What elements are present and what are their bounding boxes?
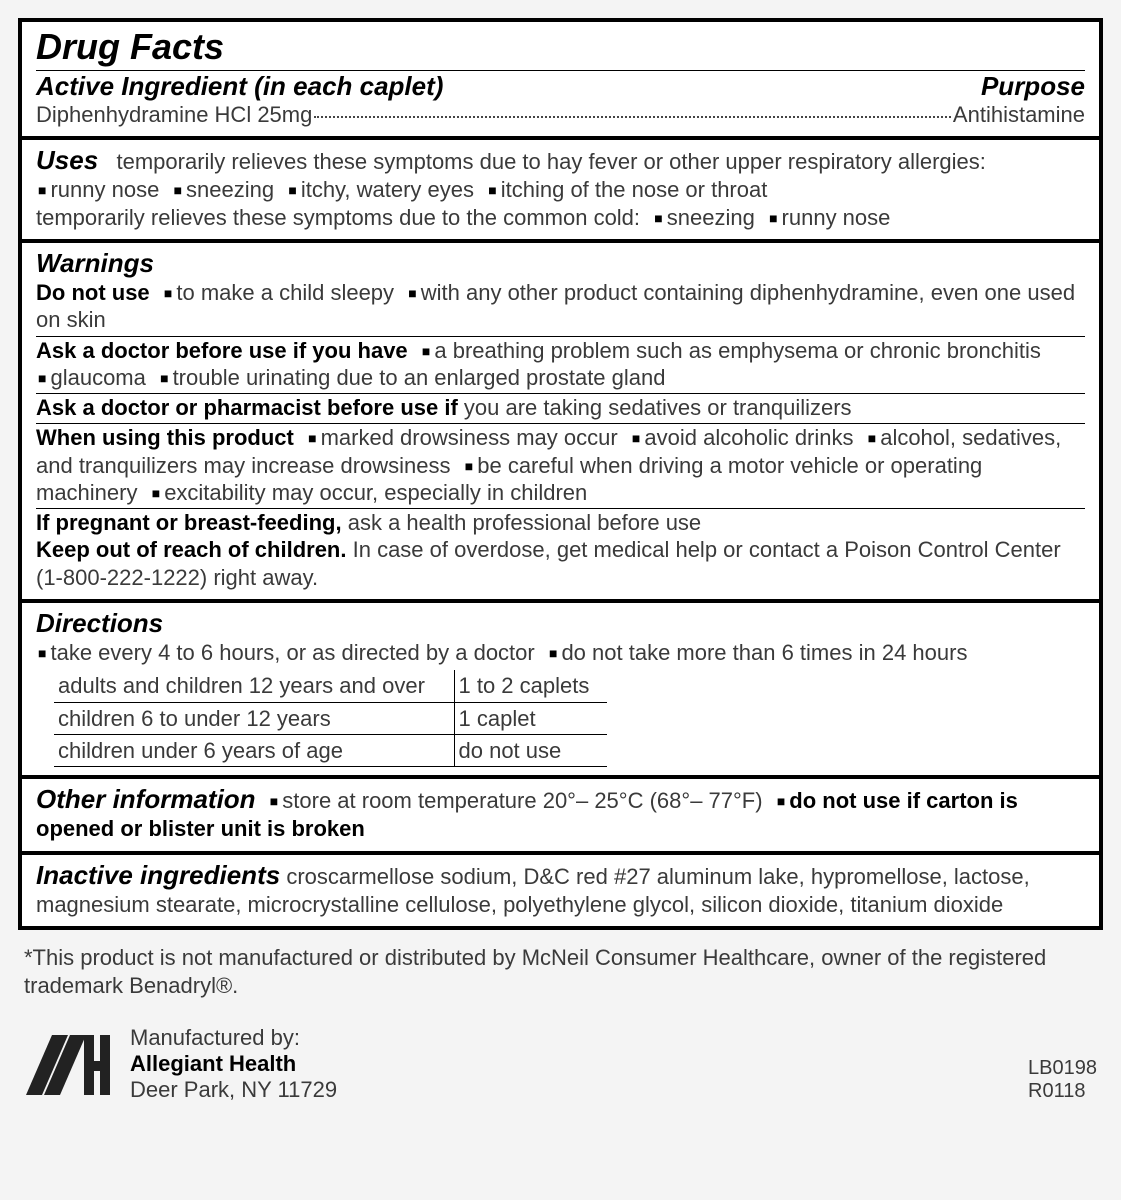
directions-item: do not take more than 6 times in 24 hour…	[547, 640, 967, 665]
warning-item: excitability may occur, especially in ch…	[150, 480, 588, 505]
manufacturer-address: Deer Park, NY 11729	[130, 1077, 337, 1103]
uses-item: itching of the nose or throat	[486, 177, 767, 202]
warning-item: glaucoma	[36, 365, 146, 390]
drug-facts-panel: Drug Facts Active Ingredient (in each ca…	[18, 18, 1103, 930]
manufacturer-row: Manufactured by: Allegiant Health Deer P…	[24, 1025, 1097, 1103]
warning-item: to make a child sleepy	[162, 280, 394, 305]
active-ingredient-heading: Active Ingredient (in each caplet)	[36, 71, 443, 102]
table-row: children under 6 years of agedo not use	[54, 734, 607, 766]
code-1: LB0198	[1028, 1057, 1097, 1080]
warnings-section: Warnings Do not use to make a child slee…	[22, 243, 1099, 599]
label-codes: LB0198 R0118	[1028, 1057, 1097, 1103]
header-section: Drug Facts Active Ingredient (in each ca…	[22, 22, 1099, 136]
dose-group: children 6 to under 12 years	[54, 702, 454, 734]
uses-item: runny nose	[36, 177, 159, 202]
uses-section: Uses temporarily relieves these symptoms…	[22, 140, 1099, 239]
manufactured-by-label: Manufactured by:	[130, 1025, 337, 1051]
do-not-use-label: Do not use	[36, 280, 150, 305]
dose-amount: 1 caplet	[454, 702, 607, 734]
other-item: store at room temperature 20°– 25°C (68°…	[268, 788, 763, 813]
panel-title: Drug Facts	[36, 26, 1085, 68]
keep-out-label: Keep out of reach of children.	[36, 537, 346, 562]
allegiant-logo-icon	[24, 1031, 114, 1103]
ask-doctor-label: Ask a doctor before use if you have	[36, 338, 408, 363]
ingredient-name: Diphenhydramine HCl 25mg	[36, 102, 312, 128]
dose-amount: do not use	[454, 734, 607, 766]
purpose-heading: Purpose	[981, 71, 1085, 102]
trademark-footnote: *This product is not manufactured or dis…	[24, 944, 1097, 999]
ask-pharmacist-text: you are taking sedatives or tranquilizer…	[464, 395, 852, 420]
table-row: adults and children 12 years and over1 t…	[54, 670, 607, 702]
directions-heading: Directions	[36, 607, 1085, 639]
dose-amount: 1 to 2 caplets	[454, 670, 607, 702]
warnings-heading: Warnings	[36, 247, 1085, 279]
directions-item: take every 4 to 6 hours, or as directed …	[36, 640, 535, 665]
manufacturer-text: Manufactured by: Allegiant Health Deer P…	[130, 1025, 337, 1103]
uses-heading: Uses	[36, 145, 98, 175]
dosage-table: adults and children 12 years and over1 t…	[54, 670, 607, 767]
pregnant-text: ask a health professional before use	[348, 510, 701, 535]
directions-section: Directions take every 4 to 6 hours, or a…	[22, 603, 1099, 775]
dose-group: children under 6 years of age	[54, 734, 454, 766]
warning-item: a breathing problem such as emphysema or…	[420, 338, 1041, 363]
dose-group: adults and children 12 years and over	[54, 670, 454, 702]
when-using-label: When using this product	[36, 425, 294, 450]
inactive-heading: Inactive ingredients	[36, 860, 280, 890]
table-row: children 6 to under 12 years1 caplet	[54, 702, 607, 734]
dot-leader	[314, 116, 951, 118]
uses-item: itchy, watery eyes	[286, 177, 474, 202]
uses-item: sneezing	[652, 205, 755, 230]
pregnant-label: If pregnant or breast-feeding,	[36, 510, 342, 535]
inactive-section: Inactive ingredients croscarmellose sodi…	[22, 855, 1099, 927]
warning-item: trouble urinating due to an enlarged pro…	[158, 365, 665, 390]
manufacturer-name: Allegiant Health	[130, 1051, 337, 1077]
warning-item: marked drowsiness may occur	[306, 425, 618, 450]
ingredient-purpose: Antihistamine	[953, 102, 1085, 128]
code-2: R0118	[1028, 1080, 1097, 1103]
uses-item: sneezing	[172, 177, 275, 202]
other-info-section: Other information store at room temperat…	[22, 779, 1099, 851]
uses-intro-1: temporarily relieves these symptoms due …	[117, 149, 986, 174]
other-info-heading: Other information	[36, 784, 256, 814]
uses-intro-2: temporarily relieves these symptoms due …	[36, 205, 640, 230]
ask-pharmacist-label: Ask a doctor or pharmacist before use if	[36, 395, 458, 420]
uses-item: runny nose	[767, 205, 890, 230]
warning-item: avoid alcoholic drinks	[630, 425, 854, 450]
